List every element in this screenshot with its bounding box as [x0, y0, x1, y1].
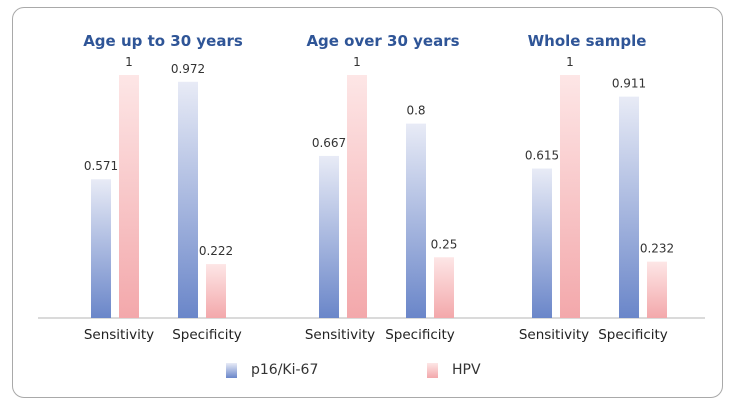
data-label: 0.615 [525, 149, 559, 163]
data-label: 1 [566, 55, 574, 69]
legend-item-hpv: HPV [427, 362, 481, 378]
data-label: 0.25 [431, 237, 458, 251]
legend-label-hpv: HPV [452, 362, 481, 378]
bar [119, 75, 139, 318]
category-label: Sensitivity [84, 327, 154, 343]
category-label: Specificity [385, 327, 455, 343]
data-label: 0.222 [199, 244, 233, 258]
data-label: 0.667 [312, 136, 346, 150]
data-label: 0.972 [171, 62, 205, 76]
bar [560, 75, 580, 318]
bar [619, 96, 639, 318]
legend-swatch-p16 [226, 362, 237, 378]
panel-title: Age up to 30 years [83, 32, 243, 50]
bar [178, 81, 198, 318]
bar [434, 257, 454, 318]
bar [647, 261, 667, 318]
data-label: 0.232 [640, 242, 674, 256]
category-label: Sensitivity [305, 327, 375, 343]
data-label: 0.571 [84, 159, 118, 173]
data-label: 1 [353, 55, 361, 69]
data-label: 0.8 [406, 104, 425, 118]
bar [91, 179, 111, 318]
bar [406, 123, 426, 318]
panel-title: Whole sample [528, 32, 647, 50]
legend-label-p16: p16/Ki-67 [251, 362, 319, 378]
panel-title: Age over 30 years [306, 32, 459, 50]
bar [319, 155, 339, 318]
legend-swatch-hpv [427, 362, 438, 378]
category-label: Sensitivity [519, 327, 589, 343]
data-label: 0.911 [612, 77, 646, 91]
category-label: Specificity [172, 327, 242, 343]
bar [532, 168, 552, 318]
bar [347, 75, 367, 318]
bar [206, 264, 226, 318]
data-label: 1 [125, 55, 133, 69]
category-label: Specificity [598, 327, 668, 343]
legend-item-p16: p16/Ki-67 [226, 362, 318, 378]
